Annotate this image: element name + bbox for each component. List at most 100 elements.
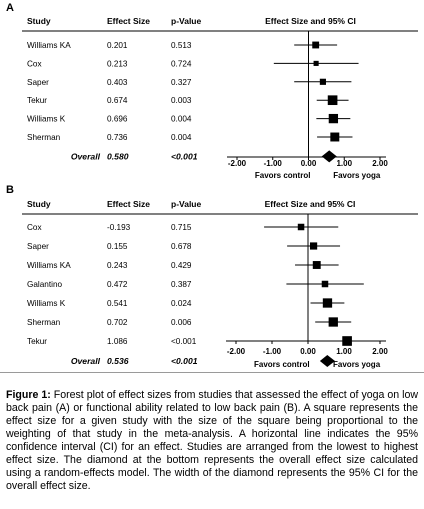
effect-square (297, 223, 305, 231)
study-name: Williams K (27, 299, 66, 308)
header-plot-title: Effect Size and 95% CI (265, 199, 356, 209)
study-row: Williams KA 0.201 0.513 (27, 41, 338, 50)
axis-tick-label: -2.00 (228, 159, 247, 168)
study-effect-size: 0.403 (107, 78, 128, 87)
study-p-value: 0.715 (171, 223, 192, 232)
study-effect-size: 0.541 (107, 299, 128, 308)
study-row: Cox 0.213 0.724 (27, 59, 359, 68)
caption-label: Figure 1: (6, 388, 51, 401)
axis-tick-label: 0.00 (301, 159, 317, 168)
study-p-value: 0.429 (171, 261, 192, 270)
effect-square (327, 95, 338, 106)
study-row: Saper 0.155 0.678 (27, 242, 341, 251)
favors-control-label: Favors control (255, 171, 311, 180)
study-name: Cox (27, 223, 42, 232)
overall-row: Overall 0.536 <0.001 (71, 355, 335, 367)
overall-label: Overall (71, 151, 101, 161)
study-row: Cox -0.193 0.715 (27, 223, 339, 232)
effect-square (328, 317, 338, 327)
study-row: Saper 0.403 0.327 (27, 78, 352, 87)
caption-divider (0, 372, 424, 373)
favors-control-label: Favors control (254, 360, 310, 369)
effect-square (312, 41, 320, 49)
study-row: Sherman 0.736 0.004 (27, 132, 353, 142)
effect-square (342, 336, 352, 346)
header-study: Study (27, 16, 51, 26)
axis-tick-label: -2.00 (227, 347, 246, 356)
axis-tick-label: 0.00 (300, 347, 316, 356)
axis-tick-label: 1.00 (336, 347, 352, 356)
axis-tick-label: -1.00 (264, 159, 283, 168)
panel-letter: B (6, 184, 14, 196)
study-p-value: 0.024 (171, 299, 192, 308)
study-name: Williams KA (27, 41, 71, 50)
favors-yoga-label: Favors yoga (333, 171, 381, 180)
forest-panel-b: B Study Effect Size p-Value Effect Size and … (6, 184, 418, 369)
overall-diamond (321, 150, 337, 163)
study-row: Sherman 0.702 0.006 (27, 317, 352, 327)
axis-tick-label: -1.00 (263, 347, 282, 356)
overall-diamond (319, 355, 335, 367)
study-effect-size: 0.201 (107, 41, 128, 50)
forest-plot-figure: A Study Effect Size p-Value Effect Size and … (6, 2, 418, 369)
effect-square (312, 261, 321, 269)
caption-text: Forest plot of effect sizes from studies… (6, 388, 419, 493)
effect-square (322, 298, 333, 308)
study-row: Galantino 0.472 0.387 (27, 280, 364, 289)
effect-square (309, 242, 318, 250)
study-effect-size: 0.472 (107, 280, 128, 289)
effect-square (328, 113, 339, 124)
study-p-value: 0.006 (171, 318, 192, 327)
study-name: Tekur (27, 337, 47, 346)
study-name: Cox (27, 59, 42, 68)
study-effect-size: 0.213 (107, 59, 128, 68)
overall-p-value: <0.001 (171, 151, 198, 161)
study-p-value: 0.004 (171, 133, 192, 142)
study-p-value: 0.678 (171, 242, 192, 251)
study-name: Tekur (27, 96, 47, 105)
study-p-value: 0.724 (171, 59, 192, 68)
study-row: Williams KA 0.243 0.429 (27, 261, 339, 270)
header-effect-size: Effect Size (107, 16, 150, 26)
study-p-value: 0.003 (171, 96, 192, 105)
effect-square (330, 132, 340, 142)
study-p-value: 0.387 (171, 280, 192, 289)
overall-effect-size: 0.580 (107, 151, 129, 161)
study-effect-size: 0.736 (107, 133, 128, 142)
overall-p-value: <0.001 (171, 356, 198, 366)
header-plot-title: Effect Size and 95% CI (265, 16, 356, 26)
figure-caption: Figure 1: Forest plot of effect sizes fr… (6, 389, 418, 494)
study-effect-size: 0.674 (107, 96, 128, 105)
forest-panel-a: A Study Effect Size p-Value Effect Size and … (6, 2, 418, 180)
effect-square (321, 280, 329, 288)
study-name: Williams KA (27, 261, 71, 270)
study-p-value: 0.327 (171, 78, 192, 87)
study-name: Galantino (27, 280, 62, 289)
study-name: Saper (27, 78, 49, 87)
study-name: Saper (27, 242, 49, 251)
axis-tick-label: 1.00 (336, 159, 352, 168)
study-p-value: <0.001 (171, 337, 197, 346)
header-effect-size: Effect Size (107, 199, 150, 209)
panel-letter: A (6, 2, 14, 14)
study-name: Williams K (27, 115, 66, 124)
axis-tick-label: 2.00 (372, 159, 388, 168)
study-p-value: 0.004 (171, 115, 192, 124)
study-effect-size: -0.193 (107, 223, 131, 232)
favors-yoga-label: Favors yoga (333, 360, 381, 369)
effect-square (319, 78, 326, 85)
study-name: Sherman (27, 133, 61, 142)
header-p-value: p-Value (171, 199, 202, 209)
study-p-value: 0.513 (171, 41, 192, 50)
overall-effect-size: 0.536 (107, 356, 129, 366)
axis-tick-label: 2.00 (372, 347, 388, 356)
study-row: Tekur 1.086 <0.001 (27, 336, 365, 346)
study-effect-size: 0.696 (107, 115, 128, 124)
study-effect-size: 1.086 (107, 337, 128, 346)
overall-label: Overall (71, 356, 101, 366)
header-p-value: p-Value (171, 16, 202, 26)
study-effect-size: 0.702 (107, 318, 128, 327)
overall-row: Overall 0.580 <0.001 (71, 150, 337, 163)
study-name: Sherman (27, 318, 61, 327)
study-row: Williams K 0.696 0.004 (27, 113, 351, 124)
